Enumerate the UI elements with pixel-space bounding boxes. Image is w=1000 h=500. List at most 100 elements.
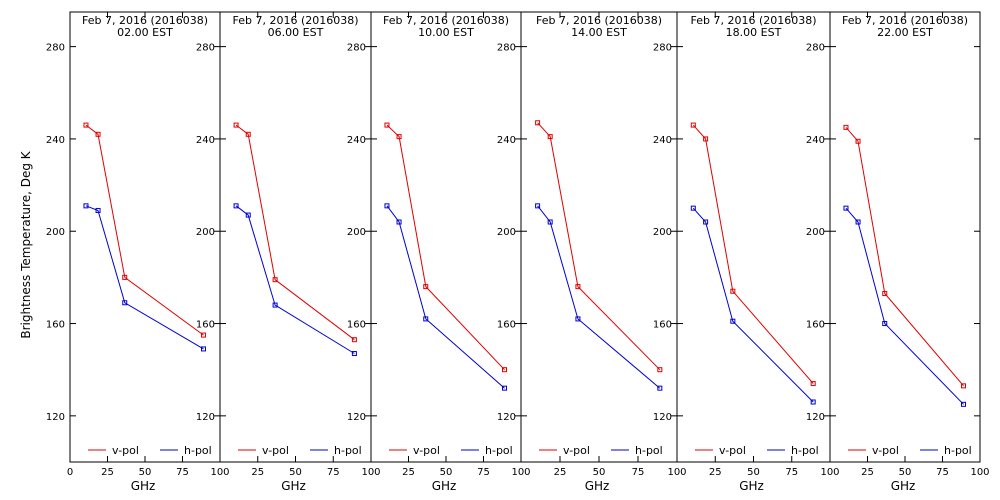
data-point-h-pol <box>961 401 966 407</box>
y-tick-label: 240 <box>497 135 516 146</box>
panel-title-time: 10.00 EST <box>418 26 474 39</box>
x-tick-label: 75 <box>327 467 340 478</box>
data-point-h-pol <box>657 385 663 391</box>
panel-title-time: 02.00 EST <box>117 26 173 39</box>
data-point-h-pol <box>201 346 206 352</box>
series-line-h-pol <box>537 205 661 389</box>
panel-title-time: 06.00 EST <box>268 26 324 39</box>
x-tick-label: 100 <box>970 467 989 478</box>
data-point-v-pol <box>855 138 861 144</box>
data-point-h-pol <box>423 316 429 322</box>
panel-3: Feb 7, 2016 (2016038)10.00 EST 120 160 200 2… <box>347 11 531 493</box>
data-point-v-pol <box>423 284 429 290</box>
y-tick-label: 160 <box>347 320 366 331</box>
panel-title-date: Feb 7, 2016 (2016038) <box>536 14 662 27</box>
data-point-h-pol <box>396 219 402 225</box>
panel-title-time: 18.00 EST <box>726 26 782 39</box>
y-tick-label: 160 <box>653 320 672 331</box>
x-tick-label: 50 <box>747 467 760 478</box>
y-tick-label: 280 <box>196 43 215 54</box>
y-tick-label: 240 <box>46 135 65 146</box>
series-line-h-pol <box>845 207 964 405</box>
y-tick-label: 200 <box>347 227 366 238</box>
panel-6: Feb 7, 2016 (2016038)22.00 EST 120 160 200 2… <box>806 11 990 493</box>
data-point-h-pol <box>882 321 888 327</box>
data-point-v-pol <box>502 367 507 373</box>
series-line-v-pol <box>845 127 964 387</box>
data-point-h-pol <box>384 203 390 209</box>
x-tick-label: 0 <box>67 467 73 478</box>
data-point-v-pol <box>245 131 251 137</box>
legend-label-v-pol: v-pol <box>872 444 899 457</box>
x-axis-label: GHz <box>739 479 764 493</box>
data-point-h-pol <box>547 219 553 225</box>
x-tick-label: 100 <box>210 467 229 478</box>
y-tick-label: 160 <box>196 320 215 331</box>
data-point-h-pol <box>95 207 101 213</box>
y-tick-label: 120 <box>806 412 825 423</box>
data-point-v-pol <box>535 120 541 126</box>
x-axis-label: GHz <box>891 479 916 493</box>
y-tick-label: 200 <box>806 227 825 238</box>
y-axis-label: Brightness Temperature, Deg K <box>19 150 33 338</box>
series-line-h-pol <box>85 205 204 350</box>
y-tick-label: 240 <box>347 135 366 146</box>
data-point-h-pol <box>535 203 541 209</box>
y-tick-label: 200 <box>196 227 215 238</box>
x-tick-label: 50 <box>593 467 606 478</box>
series-line-h-pol <box>235 205 355 354</box>
y-tick-label: 160 <box>497 320 516 331</box>
y-tick-label: 280 <box>653 43 672 54</box>
panels-group: Feb 7, 2016 (2016038) 02.00 EST 120 160 200 2… <box>46 11 990 493</box>
data-point-h-pol <box>351 351 357 357</box>
x-tick-label: 25 <box>861 467 874 478</box>
y-tick-label: 280 <box>806 43 825 54</box>
x-tick-label: 75 <box>632 467 645 478</box>
data-point-h-pol <box>843 205 849 211</box>
x-tick-label: 25 <box>554 467 567 478</box>
data-point-v-pol <box>272 277 278 283</box>
data-point-h-pol <box>83 203 89 209</box>
panel-title-date: Feb 7, 2016 (2016038) <box>383 14 509 27</box>
data-point-h-pol <box>272 302 278 308</box>
data-point-v-pol <box>961 383 966 389</box>
y-tick-label: 280 <box>347 43 366 54</box>
x-tick-label: 50 <box>899 467 912 478</box>
data-point-v-pol <box>575 284 581 290</box>
data-point-v-pol <box>122 274 128 280</box>
y-tick-label: 200 <box>653 227 672 238</box>
data-point-h-pol <box>575 316 581 322</box>
x-tick-label: 100 <box>820 467 839 478</box>
data-point-v-pol <box>396 134 402 140</box>
y-tick-label: 160 <box>46 320 65 331</box>
x-tick-label: 100 <box>667 467 686 478</box>
data-point-h-pol <box>703 219 709 225</box>
x-axis-label: GHz <box>281 479 306 493</box>
y-tick-label: 200 <box>497 227 516 238</box>
legend-label-h-pol: h-pol <box>635 444 663 457</box>
x-tick-label: 50 <box>440 467 453 478</box>
panel-title-date: Feb 7, 2016 (2016038) <box>232 14 358 27</box>
data-point-h-pol <box>122 300 128 306</box>
data-point-v-pol <box>201 332 206 338</box>
y-tick-label: 120 <box>653 412 672 423</box>
x-tick-label: 75 <box>477 467 490 478</box>
x-tick-label: 75 <box>936 467 949 478</box>
data-point-h-pol <box>690 205 696 211</box>
y-tick-label: 160 <box>806 320 825 331</box>
panel-4: Feb 7, 2016 (2016038)14.00 EST 120 160 200 2… <box>497 11 687 493</box>
y-tick-label: 200 <box>46 227 65 238</box>
data-point-v-pol <box>843 124 849 130</box>
data-point-v-pol <box>810 381 816 387</box>
x-tick-label: 75 <box>785 467 798 478</box>
data-point-v-pol <box>351 337 357 343</box>
x-tick-label: 100 <box>511 467 530 478</box>
x-axis-label: GHz <box>131 479 156 493</box>
data-point-h-pol <box>233 203 239 209</box>
x-tick-label: 100 <box>361 467 380 478</box>
x-tick-label: 25 <box>402 467 415 478</box>
legend-label-h-pol: h-pol <box>944 444 972 457</box>
data-point-h-pol <box>855 219 861 225</box>
x-tick-label: 75 <box>176 467 189 478</box>
data-point-v-pol <box>384 122 390 128</box>
